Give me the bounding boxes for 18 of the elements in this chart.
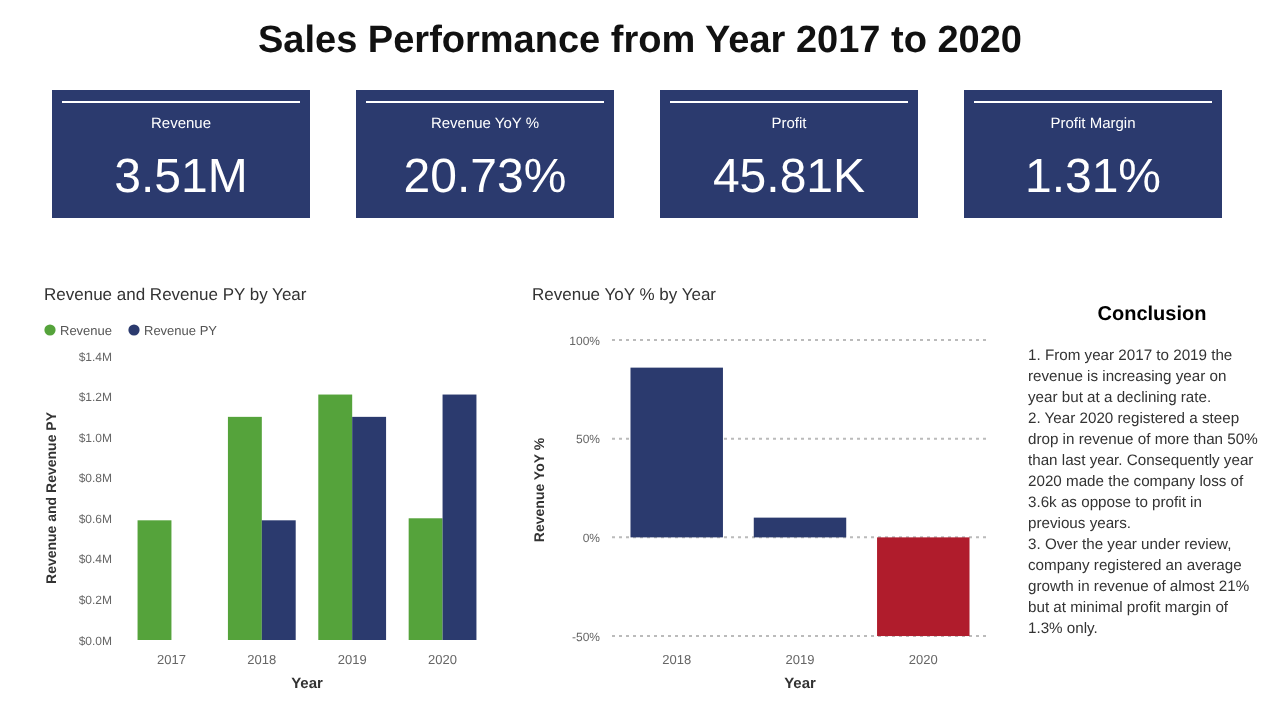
bar <box>630 367 723 538</box>
bar <box>753 517 847 538</box>
bar <box>261 520 296 640</box>
text: Conclusion <box>1097 304 1207 326</box>
bar <box>442 394 477 640</box>
bar <box>352 416 387 640</box>
bar <box>408 518 443 640</box>
bar <box>318 394 353 640</box>
text: Sales Performance from Year 2017 to 2020 <box>258 20 1022 62</box>
chart-title: Revenue and Revenue PY by Year <box>44 284 307 304</box>
text: 3.51M <box>114 150 248 204</box>
bar <box>227 416 262 640</box>
text: 1.31% <box>1024 150 1162 204</box>
bar <box>137 520 172 640</box>
text: 45.81K <box>712 150 866 204</box>
bar <box>877 537 970 637</box>
chart-title: Revenue YoY % by Year <box>532 284 717 304</box>
text: 20.73% <box>403 150 567 204</box>
